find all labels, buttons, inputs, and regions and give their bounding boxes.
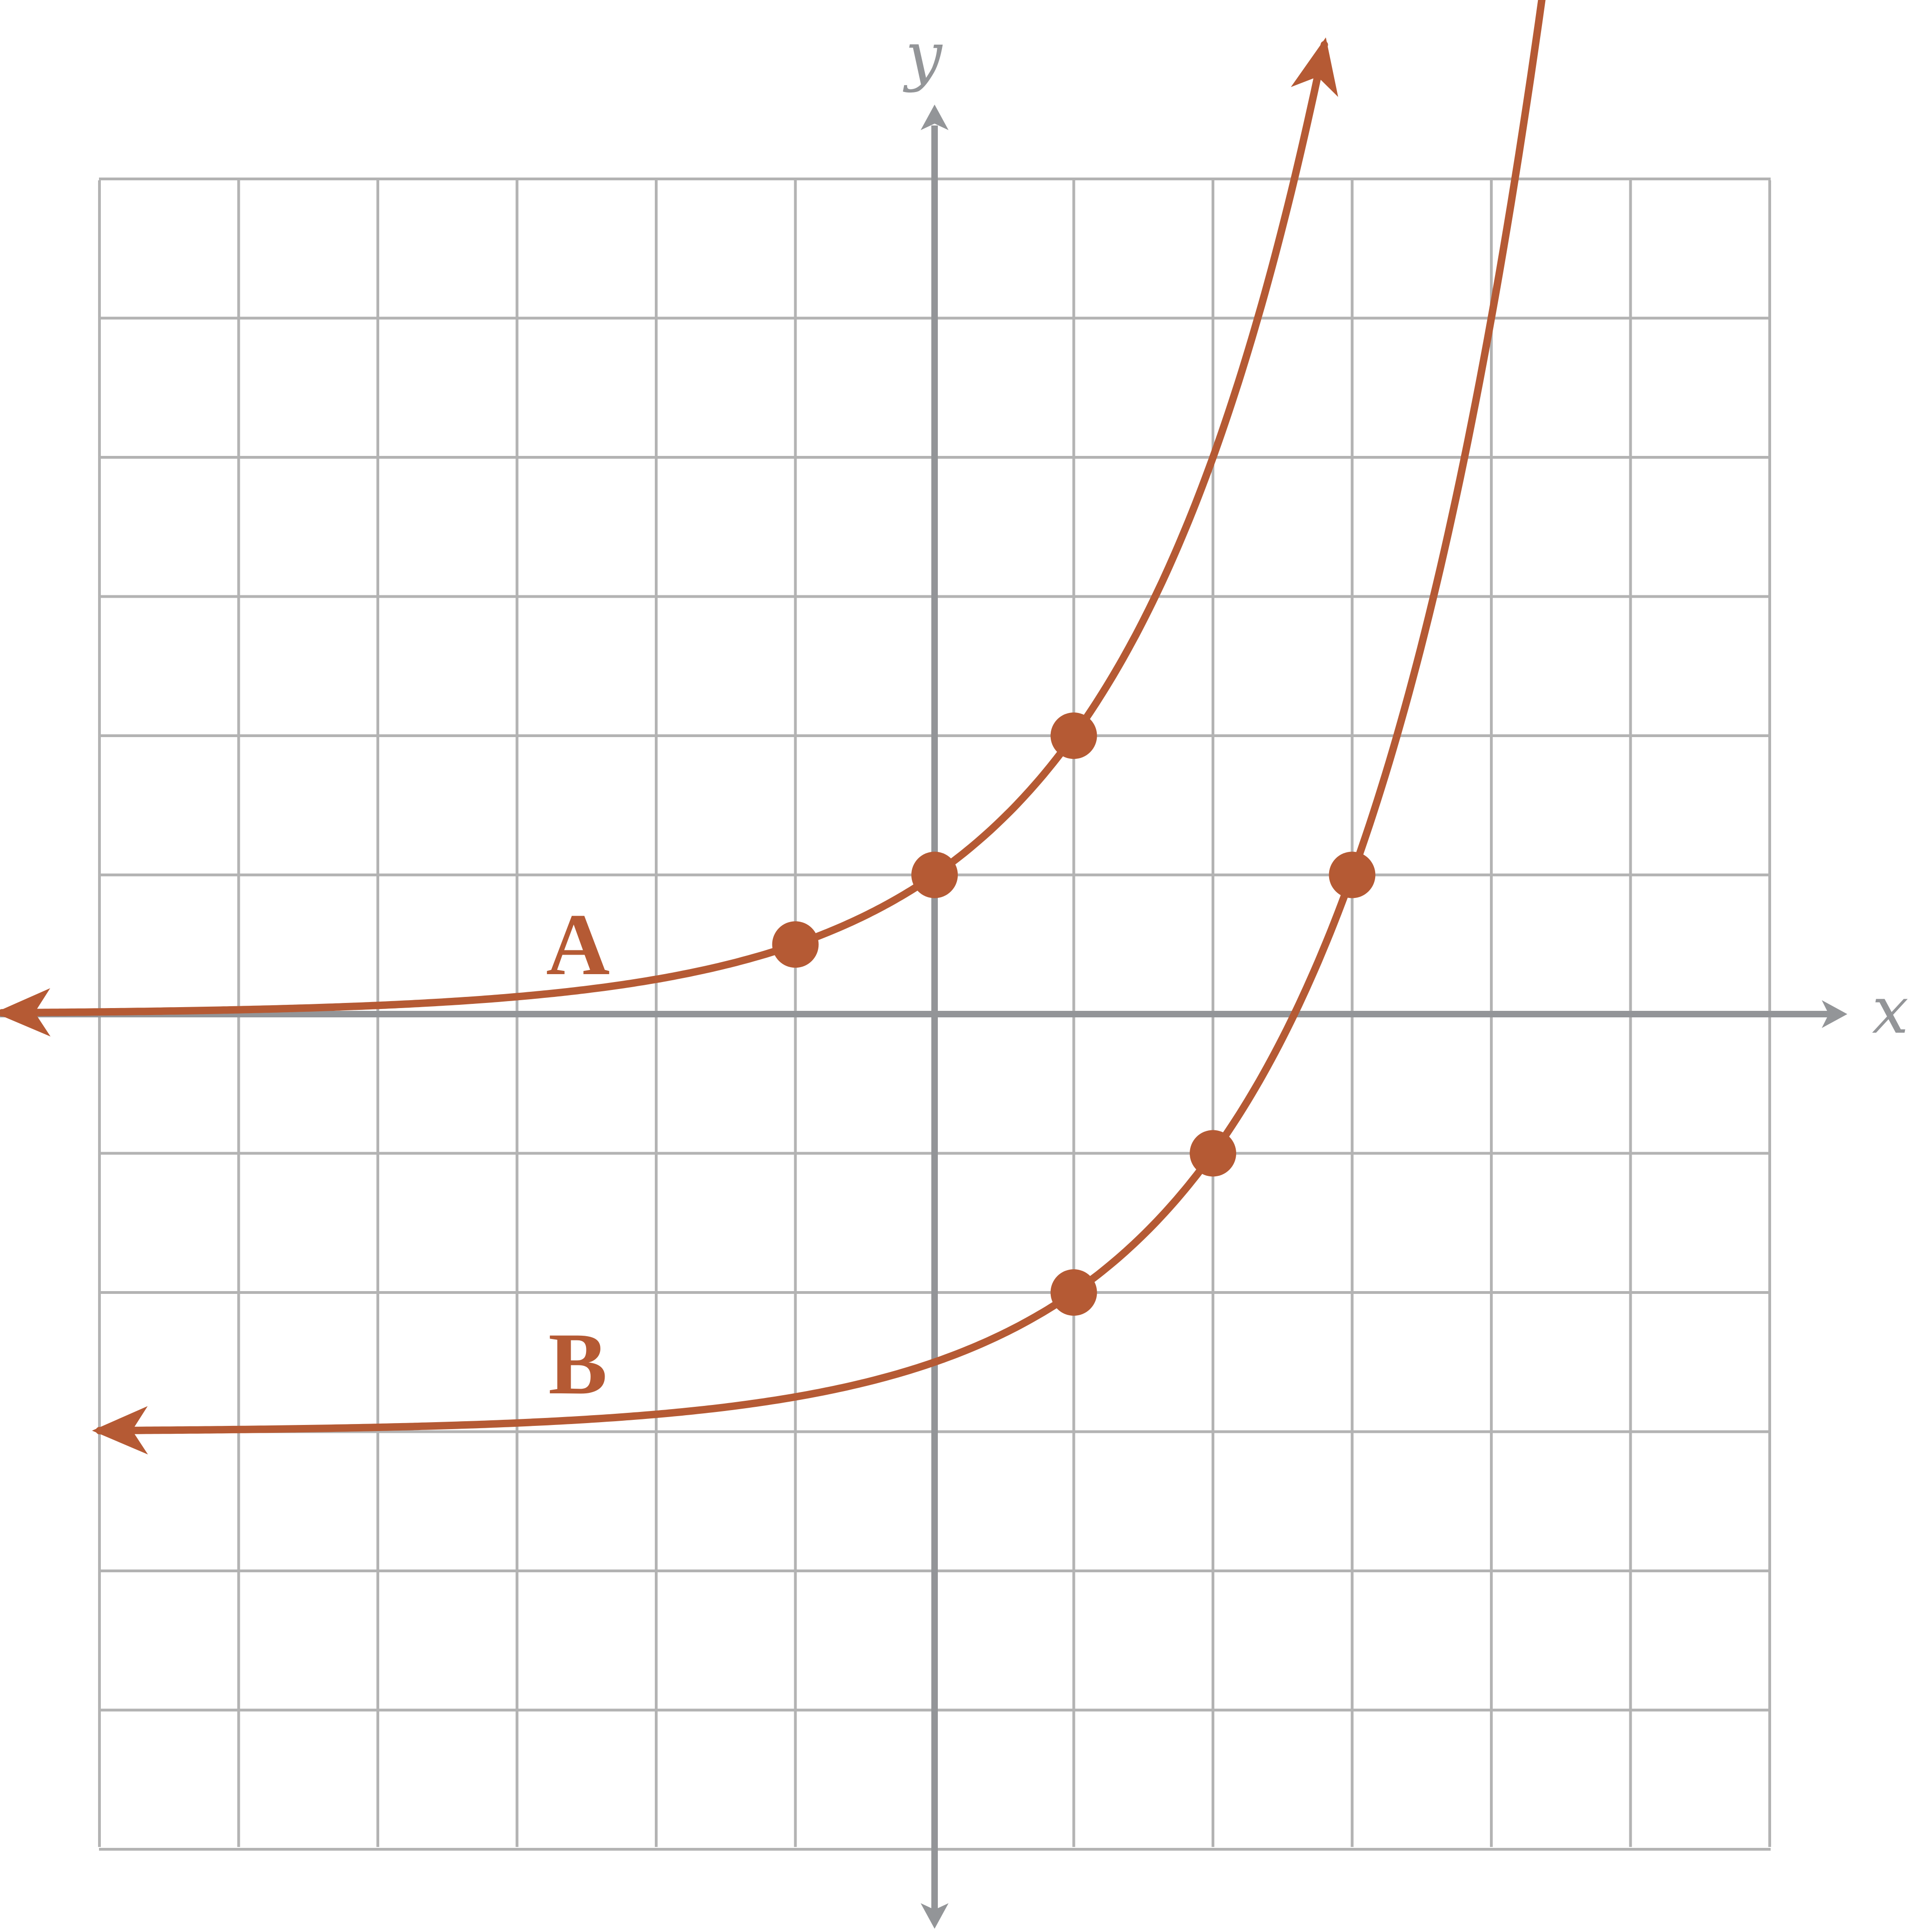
series-labels: A B bbox=[546, 896, 610, 1413]
curve-a-arrow-top bbox=[1291, 37, 1338, 97]
curve-a bbox=[0, 41, 1328, 1017]
y-axis-arrow-down bbox=[921, 1903, 949, 1929]
data-point-a bbox=[911, 851, 958, 898]
data-point-a bbox=[1050, 712, 1097, 759]
curve-a-arrow-left bbox=[0, 988, 51, 1037]
data-point-b bbox=[1050, 1269, 1097, 1316]
series-layer bbox=[0, 0, 1546, 1455]
data-point-b bbox=[1329, 851, 1376, 898]
y-axis-arrow-up bbox=[921, 105, 949, 130]
axes: x y bbox=[0, 18, 1909, 1929]
data-point-b bbox=[1190, 1130, 1236, 1177]
y-axis-label: y bbox=[903, 18, 943, 94]
x-axis-label: x bbox=[1872, 973, 1909, 1048]
curve-label-b: B bbox=[548, 1315, 607, 1413]
x-axis-arrow bbox=[1822, 1000, 1847, 1028]
curve-b-arrow-left bbox=[92, 1406, 148, 1455]
curve-b bbox=[96, 0, 1546, 1435]
data-point-a bbox=[772, 921, 819, 968]
curve-label-a: A bbox=[546, 896, 610, 994]
